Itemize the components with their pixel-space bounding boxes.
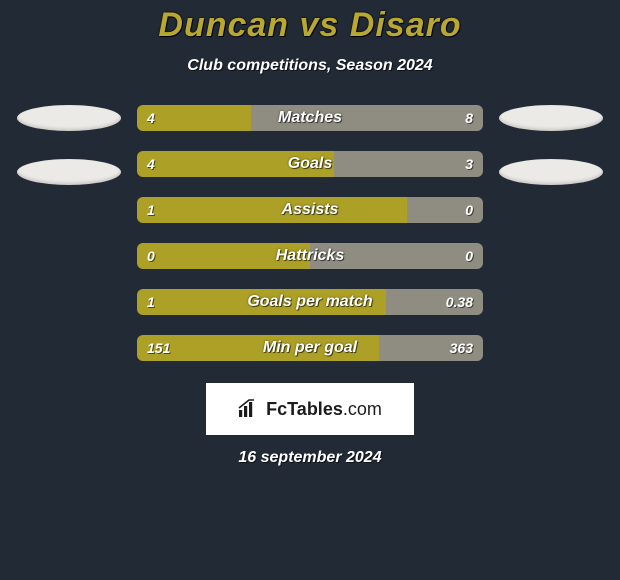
date-label: 16 september 2024 xyxy=(0,449,620,467)
stat-bar: Goals per match10.38 xyxy=(137,289,483,315)
bar-left-segment xyxy=(137,289,386,315)
brand-text-thin: .com xyxy=(343,399,382,419)
avatar xyxy=(499,159,603,185)
brand-text: FcTables.com xyxy=(266,399,382,420)
bar-right-segment xyxy=(334,151,483,177)
avatar xyxy=(17,159,121,185)
avatar xyxy=(17,105,121,131)
bar-right-segment xyxy=(386,289,483,315)
stat-bars: Matches48 Goals43 Assists10 Hattricks00 Goal… xyxy=(137,105,483,361)
stat-bar: Min per goal151363 xyxy=(137,335,483,361)
bar-chart-icon xyxy=(238,399,260,419)
bar-left-segment xyxy=(137,105,251,131)
subtitle: Club competitions, Season 2024 xyxy=(0,57,620,75)
stat-bar: Hattricks00 xyxy=(137,243,483,269)
brand-badge: FcTables.com xyxy=(206,383,414,435)
page-title: Duncan vs Disaro xyxy=(0,0,620,45)
bar-right-segment xyxy=(379,335,483,361)
content-row: Matches48 Goals43 Assists10 Hattricks00 Goal… xyxy=(0,105,620,361)
bar-right-segment xyxy=(310,243,483,269)
stat-bar: Goals43 xyxy=(137,151,483,177)
bar-left-segment xyxy=(137,243,310,269)
stat-bar: Assists10 xyxy=(137,197,483,223)
bar-right-segment xyxy=(251,105,483,131)
bar-right-segment xyxy=(407,197,483,223)
bar-left-segment xyxy=(137,151,334,177)
comparison-card: Duncan vs Disaro Club competitions, Seas… xyxy=(0,0,620,580)
stat-bar: Matches48 xyxy=(137,105,483,131)
avatar xyxy=(499,105,603,131)
brand-text-bold: FcTables xyxy=(266,399,343,419)
avatar-col-left xyxy=(17,105,121,185)
bar-left-segment xyxy=(137,197,407,223)
bar-left-segment xyxy=(137,335,379,361)
avatar-col-right xyxy=(499,105,603,185)
